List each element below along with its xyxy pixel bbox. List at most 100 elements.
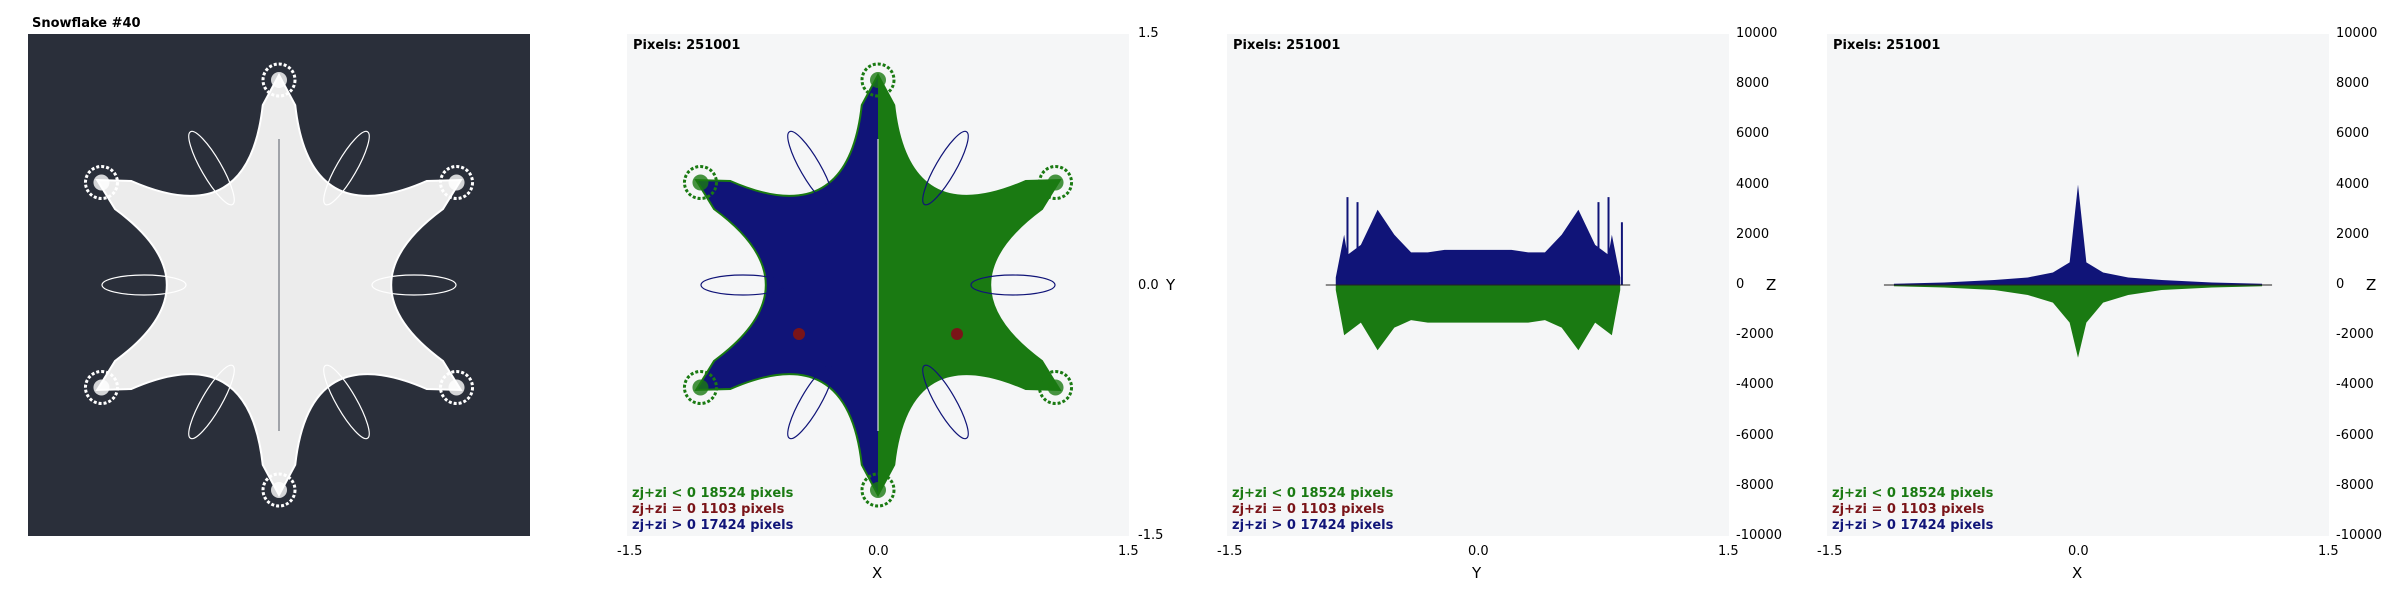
snowflake-curl-4 [188, 364, 235, 440]
xy-arm-tip-1 [1038, 165, 1074, 200]
xz-legend-entry-1: zj+zi = 0 1103 pixels [1832, 502, 1993, 518]
yz-y-tick-0: 10000 [1736, 26, 1778, 41]
yz-legend-count-2: 17424 pixels [1300, 518, 1394, 533]
xy-curl-0 [787, 130, 834, 206]
xz-legend: zj+zi < 0 18524 pixels zj+zi = 0 1103 pix… [1832, 486, 1993, 534]
xy-legend-label-0: zj+zi < 0 [632, 486, 701, 501]
xy-legend-label-2: zj+zi > 0 [632, 518, 701, 533]
yz-y-tick-8: -6000 [1736, 427, 1774, 443]
xy-legend-entry-1: zj+zi = 0 1103 pixels [632, 502, 793, 518]
xz-x-axis-label: X [2072, 564, 2083, 582]
xz-y-tick-7: -4000 [2336, 377, 2374, 393]
snowflake-curl-2 [371, 274, 457, 296]
yz-positive-area [1335, 209, 1621, 285]
xy-arm-tip-2 [1038, 370, 1074, 405]
xy-arm-tip-4 [682, 370, 718, 405]
xy-legend-entry-2: zj+zi > 0 17424 pixels [632, 518, 793, 534]
xz-x-tick-mid: 0.0 [2068, 544, 2089, 559]
xz-x-tick-right: 1.5 [2318, 544, 2339, 559]
xy-arm-tip-5 [682, 165, 718, 200]
xy-zero-mark-left [793, 328, 805, 340]
xy-legend-count-2: 17424 pixels [700, 518, 794, 533]
xy-snowflake-plot [682, 62, 1074, 508]
yz-y-axis-label: Z [1766, 276, 1777, 294]
xz-legend-count-1: 1103 pixels [1900, 502, 1985, 517]
xz-y-axis-label: Z [2366, 276, 2377, 294]
xz-legend-entry-2: zj+zi > 0 17424 pixels [1832, 518, 1993, 534]
snowflake-arm-tip-1 [439, 165, 475, 200]
panel1-title: Snowflake #40 [32, 16, 141, 31]
snowflake-arm-tip-2 [439, 370, 475, 405]
xy-curl-1 [922, 130, 969, 206]
yz-y-tick-9: -8000 [1736, 477, 1774, 493]
yz-legend-entry-0: zj+zi < 0 18524 pixels [1232, 486, 1393, 502]
xy-arm-core-4 [692, 379, 709, 396]
xz-positive-area [1893, 184, 2263, 285]
xy-legend-label-1: zj+zi = 0 [632, 502, 701, 517]
yz-x-tick-left: -1.5 [1217, 544, 1243, 559]
xy-curl-4 [787, 364, 834, 440]
xz-y-tick-9: -8000 [2336, 477, 2374, 493]
snowflake-arm-tip-4 [83, 370, 119, 405]
xy-arm-tip-0 [860, 62, 896, 98]
yz-legend-label-2: zj+zi > 0 [1232, 518, 1301, 533]
yz-legend-entry-1: zj+zi = 0 1103 pixels [1232, 502, 1393, 518]
xy-x-tick-mid: 0.0 [868, 544, 889, 559]
xz-y-tick-1: 8000 [2336, 76, 2370, 92]
xz-legend-label-2: zj+zi > 0 [1832, 518, 1901, 533]
xy-arm-core-1 [1047, 174, 1064, 191]
snowflake-curl-0 [188, 130, 235, 206]
snowflake-arm-core-4 [93, 379, 110, 396]
yz-legend-label-0: zj+zi < 0 [1232, 486, 1301, 501]
snowflake-arm-core-3 [271, 482, 287, 498]
yz-y-tick-3: 4000 [1736, 176, 1770, 192]
xy-arm-core-0 [870, 72, 886, 88]
xy-curl-2 [970, 274, 1056, 296]
yz-negative-area [1335, 285, 1621, 351]
yz-legend-count-0: 18524 pixels [1300, 486, 1394, 501]
xz-legend-entry-0: zj+zi < 0 18524 pixels [1832, 486, 1993, 502]
xy-x-tick-right: 1.5 [1118, 544, 1139, 559]
xy-curl-3 [922, 364, 969, 440]
xz-legend-label-0: zj+zi < 0 [1832, 486, 1901, 501]
xy-legend-entry-0: zj+zi < 0 18524 pixels [632, 486, 793, 502]
xy-arm-core-5 [692, 174, 709, 191]
xz-y-tick-2: 6000 [2336, 126, 2370, 142]
snowflake-arm-core-0 [271, 72, 287, 88]
yz-x-tick-mid: 0.0 [1468, 544, 1489, 559]
yz-x-axis-label: Y [1472, 564, 1482, 582]
xy-x-tick-left: -1.5 [617, 544, 643, 559]
xz-y-tick-0: 10000 [2336, 26, 2378, 41]
snowflake-render [28, 34, 530, 536]
snowflake-shape [83, 62, 475, 508]
yz-legend-entry-2: zj+zi > 0 17424 pixels [1232, 518, 1393, 534]
yz-legend-count-1: 1103 pixels [1300, 502, 1385, 517]
xy-pixels-label: Pixels: 251001 [633, 38, 741, 53]
xz-y-tick-8: -6000 [2336, 427, 2374, 443]
xy-arm-tip-3 [860, 472, 896, 508]
snowflake-arm-tip-0 [261, 62, 297, 98]
yz-pixels-label: Pixels: 251001 [1233, 38, 1341, 53]
xy-y-axis-label: Y [1166, 276, 1176, 294]
yz-plot-area [1227, 34, 1729, 536]
xy-outline [694, 72, 1062, 498]
yz-y-tick-4: 2000 [1736, 226, 1770, 242]
xz-legend-count-2: 17424 pixels [1900, 518, 1994, 533]
snowflake-arm-tip-5 [83, 165, 119, 200]
yz-y-tick-2: 6000 [1736, 126, 1770, 142]
snowflake-arm-tip-3 [261, 472, 297, 508]
yz-profile-plot [1325, 197, 1631, 351]
xy-curl-5 [700, 274, 786, 296]
xy-x-axis-label: X [872, 564, 883, 582]
snowflake-curl-1 [323, 130, 370, 206]
xz-y-tick-4: 2000 [2336, 226, 2370, 242]
xz-y-tick-6: -2000 [2336, 327, 2374, 343]
xz-negative-area [1893, 285, 2263, 358]
yz-x-tick-right: 1.5 [1718, 544, 1739, 559]
xz-legend-count-0: 18524 pixels [1900, 486, 1994, 501]
xz-y-tick-5: 0 [2336, 277, 2345, 292]
xy-zero-mark-right [951, 328, 963, 340]
xy-legend: zj+zi < 0 18524 pixels zj+zi = 0 1103 pix… [632, 486, 793, 534]
xz-plot-area [1827, 34, 2329, 536]
xy-legend-count-0: 18524 pixels [700, 486, 794, 501]
